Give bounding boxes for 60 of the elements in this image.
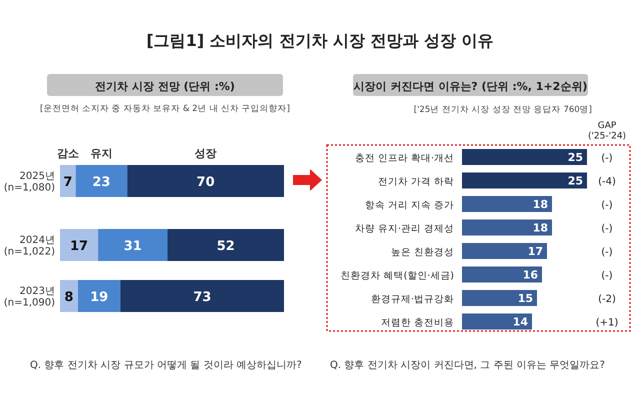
- bar: [462, 149, 587, 165]
- data-label: 14: [512, 316, 528, 328]
- text: (-): [601, 200, 613, 211]
- data-label: 19: [90, 290, 108, 305]
- y-tick-label: 친환경차 혜택(할인·세금): [340, 270, 454, 282]
- bar: [462, 196, 552, 212]
- bar: [60, 165, 76, 197]
- chart-title: 시장이 커진다면 이유는? (단위 :%, 1+2순위): [354, 80, 588, 93]
- data-label: 25: [568, 174, 583, 188]
- data-label: 8: [64, 290, 74, 305]
- data-label: 18: [532, 222, 548, 234]
- y-tick-label: 항속 거리 지속 증가: [364, 200, 454, 211]
- text: (-2): [598, 294, 616, 305]
- series-label: 유지: [90, 147, 112, 160]
- bar: [462, 314, 532, 330]
- data-label: 17: [70, 239, 88, 254]
- data-label: 16: [522, 268, 538, 282]
- y-tick-label: 높은 친환경성: [390, 247, 454, 258]
- series-label: 감소: [56, 147, 79, 160]
- data-label: 31: [124, 239, 142, 254]
- text: [그림1] 소비자의 전기차 시장 전망과 성장 이유: [146, 31, 494, 50]
- y-tick-label: 전기차 가격 하락: [378, 176, 454, 188]
- bar: [462, 243, 547, 259]
- text: Q. 향후 전기차 시장 규모가 어떻게 될 것이라 예상하십니까?: [30, 360, 302, 371]
- series-label: 성장: [194, 147, 217, 160]
- text: (-): [601, 224, 613, 234]
- text: Q. 향후 전기차 시장이 커진다면, 그 주된 이유는 무엇일까요?: [330, 360, 605, 371]
- chart-subtitle: ['25년 전기차 시장 성장 전망 응답자 760명]: [414, 105, 592, 115]
- bar: [120, 280, 284, 312]
- y-tick-label: 충전 인프라 확대·개선: [354, 153, 454, 164]
- chart-title: 전기차 시장 전망 (단위 :%): [95, 80, 235, 93]
- bar: [462, 220, 552, 236]
- y-tick-label: 환경규제·법규강화: [370, 294, 454, 305]
- bar: [462, 290, 537, 306]
- text: (-): [601, 270, 613, 282]
- text: GAP ('25-'24): [588, 121, 626, 142]
- bar: [127, 165, 284, 197]
- bar: [462, 266, 542, 282]
- data-label: 52: [216, 239, 235, 254]
- text: (-): [601, 153, 613, 164]
- y-tick-label: 2024년 (n=1,022): [4, 235, 56, 258]
- data-label: 7: [63, 175, 72, 190]
- data-label: 25: [568, 151, 583, 164]
- chart-subtitle: [운전면허 소지자 중 자동차 보유자 & 2년 내 신차 구입의향자]: [40, 104, 290, 114]
- y-tick-label: 저렴한 충전비용: [380, 318, 454, 328]
- y-tick-label: 2023년 (n=1,090): [4, 286, 56, 308]
- bar: [76, 165, 128, 197]
- data-label: 15: [518, 292, 533, 305]
- y-tick-label: 2025년 (n=1,080): [4, 171, 56, 194]
- y-tick-label: 차량 유지·관리 경제성: [354, 224, 454, 234]
- data-label: 17: [528, 245, 543, 258]
- bar: [462, 172, 587, 188]
- text: (+1): [596, 318, 618, 328]
- text: (-4): [598, 176, 616, 188]
- data-label: 23: [92, 175, 110, 190]
- data-label: 70: [196, 175, 215, 190]
- data-label: 73: [193, 290, 212, 305]
- bar: [78, 280, 120, 312]
- text: (-): [601, 247, 613, 258]
- data-label: 18: [532, 198, 548, 211]
